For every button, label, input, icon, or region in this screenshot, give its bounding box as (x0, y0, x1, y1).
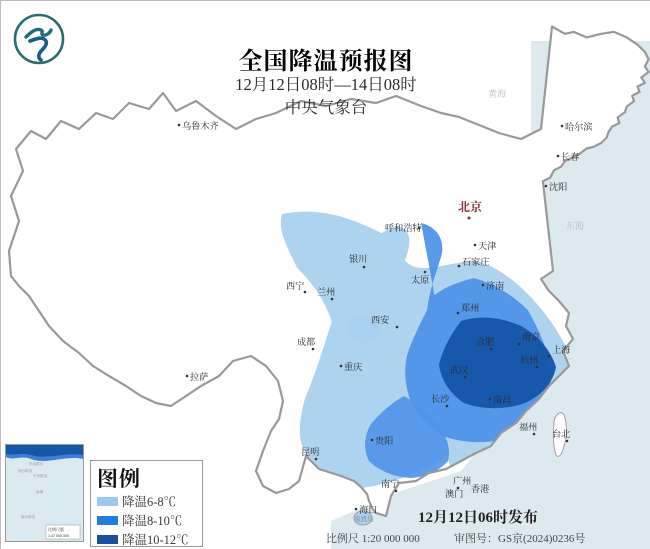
svg-text:比例尺版: 比例尺版 (48, 526, 64, 532)
svg-text:郑州: 郑州 (461, 302, 479, 313)
svg-text:东海: 东海 (566, 220, 584, 231)
svg-text:贵阳: 贵阳 (375, 435, 393, 446)
svg-text:南沙群岛: 南沙群岛 (21, 514, 36, 519)
svg-text:兰州: 兰州 (317, 286, 335, 297)
svg-text:石家庄: 石家庄 (462, 256, 490, 267)
svg-text:南昌: 南昌 (493, 394, 511, 405)
svg-text:台北: 台北 (552, 428, 570, 439)
svg-text:成都: 成都 (297, 336, 315, 347)
svg-text:呼和浩特: 呼和浩特 (385, 222, 422, 233)
svg-text:海口: 海口 (359, 504, 377, 515)
svg-text:长沙: 长沙 (431, 393, 450, 404)
svg-text:拉萨: 拉萨 (190, 371, 208, 382)
svg-text:福州: 福州 (519, 421, 537, 432)
svg-text:太原: 太原 (411, 274, 429, 285)
svg-text:银川: 银川 (349, 253, 367, 264)
svg-text:西安: 西安 (371, 314, 390, 325)
svg-text:1:47 000 000: 1:47 000 000 (48, 534, 69, 538)
svg-text:武汉: 武汉 (450, 364, 468, 375)
svg-text:南海: 南海 (36, 489, 44, 494)
svg-text:哈尔滨: 哈尔滨 (565, 121, 593, 132)
svg-text:西沙群岛: 西沙群岛 (18, 468, 33, 473)
svg-text:乌鲁木齐: 乌鲁木齐 (182, 120, 219, 131)
svg-text:昆明: 昆明 (301, 447, 319, 457)
svg-text:杭州: 杭州 (520, 354, 538, 365)
svg-text:长春: 长春 (561, 151, 579, 162)
svg-text:北京: 北京 (458, 199, 483, 214)
svg-text:南京: 南京 (522, 331, 540, 342)
svg-text:澳门: 澳门 (445, 488, 463, 499)
svg-text:济南: 济南 (486, 280, 504, 291)
svg-text:东沙群岛: 东沙群岛 (29, 461, 44, 466)
svg-text:沈阳: 沈阳 (549, 181, 567, 192)
svg-text:上海: 上海 (552, 344, 570, 355)
svg-text:天津: 天津 (478, 240, 497, 251)
svg-text:广州: 广州 (453, 475, 471, 486)
svg-text:南渡岛: 南渡岛 (354, 514, 374, 523)
svg-text:香港: 香港 (471, 483, 489, 494)
svg-text:西宁: 西宁 (286, 280, 304, 291)
svg-text:南宁: 南宁 (381, 478, 399, 489)
svg-text:合肥: 合肥 (476, 336, 494, 347)
svg-text:中沙群岛: 中沙群岛 (33, 473, 48, 478)
svg-text:重庆: 重庆 (344, 361, 362, 372)
